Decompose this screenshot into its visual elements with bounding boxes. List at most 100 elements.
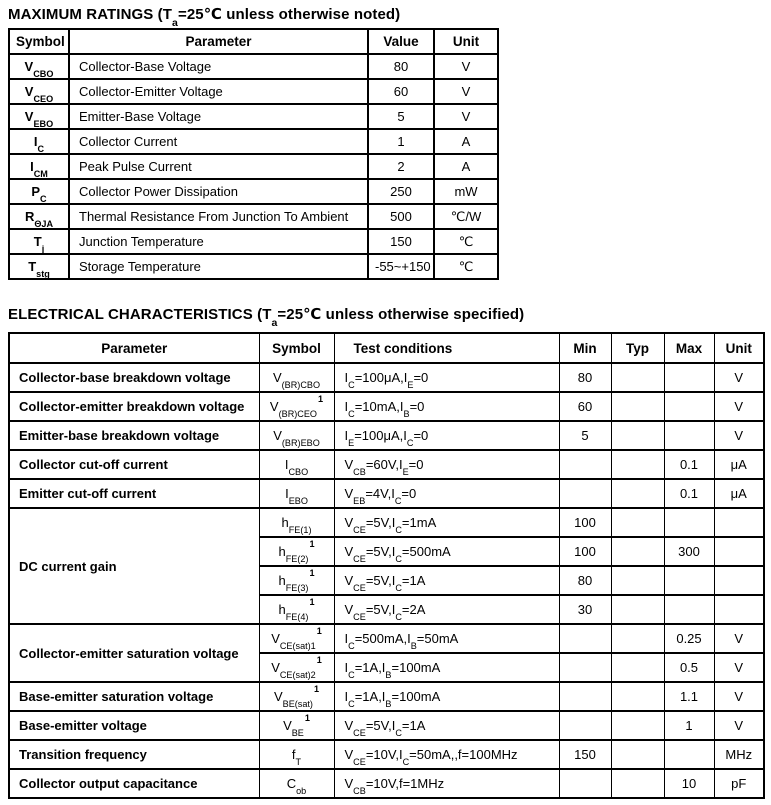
parameter-cell: Collector output capacitance: [8, 768, 260, 799]
unit-cell: [713, 594, 765, 625]
max-cell: 0.1: [663, 478, 715, 509]
parameter-cell: Thermal Resistance From Junction To Ambi…: [68, 203, 369, 230]
max-cell: 1: [663, 710, 715, 741]
table-row: VCE(sat)21 IC=1A,IB=100mA 0.5 V: [9, 652, 765, 683]
max-cell: 0.1: [663, 449, 715, 480]
typ-cell: [610, 420, 665, 451]
symbol-cell: V(BR)CBO: [258, 362, 335, 393]
test-conditions-cell: IE=100μA,IC=0: [333, 420, 560, 451]
min-cell: [558, 623, 612, 654]
parameter-cell: Emitter-Base Voltage: [68, 103, 369, 130]
test-conditions-cell: IC=500mA,IB=50mA: [333, 623, 560, 654]
table-row: Emitter cut-off current IEBO VEB=4V,IC=0 0.…: [8, 478, 765, 509]
min-cell: 5: [558, 420, 612, 451]
min-cell: [558, 768, 612, 799]
unit-cell: V: [433, 78, 499, 105]
table-row: PC Collector Power Dissipation 250 mW: [8, 178, 499, 205]
symbol-cell: Cob: [258, 768, 335, 799]
parameter-cell: Transition frequency: [8, 739, 260, 770]
table-row: hFE(2)1 VCE=5V,IC=500mA 100 300: [9, 536, 765, 567]
min-cell: [558, 478, 612, 509]
test-conditions-cell: VCE=5V,IC=2A: [333, 594, 560, 625]
typ-cell: [610, 652, 665, 683]
typ-cell: [610, 681, 665, 712]
max-ratings-title: MAXIMUM RATINGS (Ta=25℃ unless otherwise…: [8, 6, 401, 30]
symbol-cell: VCEO: [8, 78, 70, 105]
unit-cell: ℃: [433, 228, 499, 255]
column-header-parameter: Parameter: [68, 28, 369, 55]
unit-cell: V: [713, 652, 765, 683]
min-cell: 150: [558, 739, 612, 770]
test-conditions-cell: IC=100μA,IE=0: [333, 362, 560, 393]
table-row: RΘJA Thermal Resistance From Junction To …: [8, 203, 499, 230]
min-cell: [558, 449, 612, 480]
typ-cell: [610, 507, 665, 538]
parameter-cell: Base-emitter saturation voltage: [8, 681, 260, 712]
value-cell: 1: [367, 128, 435, 155]
column-header-unit: Unit: [713, 332, 765, 364]
table-row: Tj Junction Temperature 150 ℃: [8, 228, 499, 255]
unit-cell: MHz: [713, 739, 765, 770]
column-header-value: Value: [367, 28, 435, 55]
min-cell: 80: [558, 565, 612, 596]
table-row: DC current gain hFE(1) VCE=5V,IC=1mA 100: [8, 507, 765, 625]
max-ratings-header: Symbol Parameter Value Unit: [8, 28, 499, 55]
test-conditions-cell: VCE=5V,IC=1A: [333, 565, 560, 596]
parameter-cell: Peak Pulse Current: [68, 153, 369, 180]
column-header-unit: Unit: [433, 28, 499, 55]
max-cell: 0.25: [663, 623, 715, 654]
table-row: Collector-emitter saturation voltage VCE(…: [8, 623, 765, 683]
column-header-symbol: Symbol: [258, 332, 335, 364]
max-cell: 10: [663, 768, 715, 799]
unit-cell: V: [433, 103, 499, 130]
unit-cell: ℃: [433, 253, 499, 280]
parameter-cell: Junction Temperature: [68, 228, 369, 255]
maximum-ratings-table: Symbol Parameter Value Unit VCBO Collecto…: [8, 28, 499, 280]
parameter-cell: Collector-Emitter Voltage: [68, 78, 369, 105]
table-row: Collector output capacitance Cob VCB=10V,f…: [8, 768, 765, 799]
test-conditions-cell: IC=1A,IB=100mA: [333, 681, 560, 712]
value-cell: 150: [367, 228, 435, 255]
test-conditions-cell: IC=1A,IB=100mA: [333, 652, 560, 683]
unit-cell: V: [713, 623, 765, 654]
header-row: Parameter Symbol Test conditions Min Typ…: [8, 332, 765, 364]
symbol-cell: RΘJA: [8, 203, 70, 230]
parameter-cell: Collector Power Dissipation: [68, 178, 369, 205]
unit-cell: μA: [713, 478, 765, 509]
test-conditions-cell: VEB=4V,IC=0: [333, 478, 560, 509]
parameter-cell: Emitter-base breakdown voltage: [8, 420, 260, 451]
test-conditions-cell: VCB=60V,IE=0: [333, 449, 560, 480]
max-cell: 0.5: [663, 652, 715, 683]
column-header-max: Max: [663, 332, 715, 364]
typ-cell: [610, 594, 665, 625]
symbol-cell: hFE(2)1: [258, 536, 335, 567]
unit-cell: V: [713, 681, 765, 712]
unit-cell: μA: [713, 449, 765, 480]
value-cell: 2: [367, 153, 435, 180]
value-cell: 250: [367, 178, 435, 205]
min-cell: [558, 710, 612, 741]
test-conditions-cell: VCE=10V,IC=50mA,,f=100MHz: [333, 739, 560, 770]
typ-cell: [610, 710, 665, 741]
unit-cell: [713, 565, 765, 596]
typ-cell: [610, 391, 665, 422]
typ-cell: [610, 449, 665, 480]
typ-cell: [610, 362, 665, 393]
symbol-cell: VEBO: [8, 103, 70, 130]
test-conditions-cell: IC=10mA,IB=0: [333, 391, 560, 422]
parameter-cell: Collector-base breakdown voltage: [8, 362, 260, 393]
table-row: Collector-emitter breakdown voltage V(BR)…: [8, 391, 765, 422]
electrical-tbody: Collector-base breakdown voltage V(BR)CBO…: [8, 362, 765, 799]
unit-cell: [713, 507, 765, 538]
symbol-cell: VBE(sat)1: [258, 681, 335, 712]
test-conditions-cell: VCE=5V,IC=1mA: [333, 507, 560, 538]
table-row: VCBO Collector-Base Voltage 80 V: [8, 53, 499, 80]
unit-cell: mW: [433, 178, 499, 205]
min-cell: 80: [558, 362, 612, 393]
table-row: Transition frequency fT VCE=10V,IC=50mA,,f…: [8, 739, 765, 770]
parameter-cell: Collector-Base Voltage: [68, 53, 369, 80]
typ-cell: [610, 565, 665, 596]
unit-cell: [713, 536, 765, 567]
column-header-typ: Typ: [610, 332, 665, 364]
parameter-cell: Collector-emitter saturation voltage: [8, 623, 260, 683]
